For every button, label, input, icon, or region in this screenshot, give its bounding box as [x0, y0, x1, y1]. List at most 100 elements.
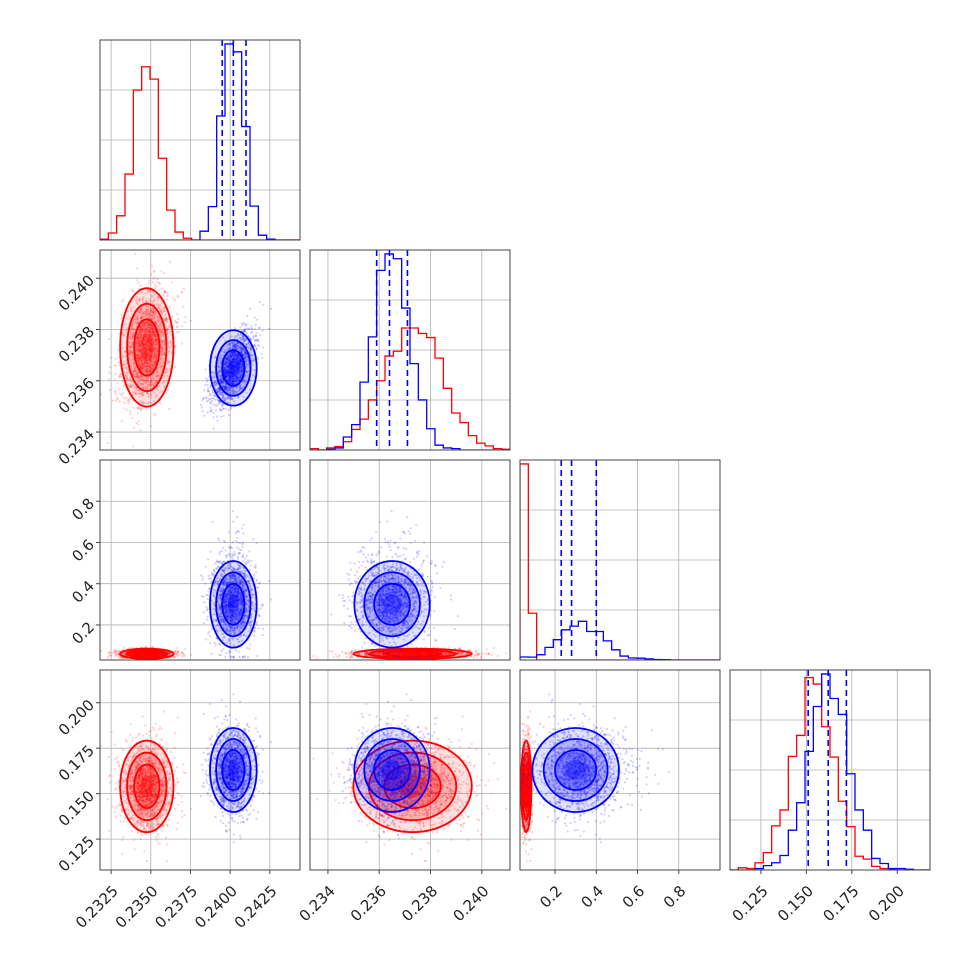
y-tick-label: 0.150	[55, 787, 98, 830]
scatter-series-0	[520, 710, 535, 863]
density-contour	[353, 727, 431, 813]
panel-content	[520, 670, 720, 870]
panel-frame	[309, 669, 511, 871]
density-contour	[383, 763, 442, 810]
histogram-panel-1	[309, 249, 511, 451]
histogram-panel-0	[99, 39, 301, 241]
density-contour	[383, 760, 402, 780]
density-contour	[133, 763, 161, 810]
y-tick-label: 0.125	[55, 832, 98, 875]
density-contour	[126, 302, 168, 393]
y-tick-label: 0.236	[55, 374, 98, 417]
scatter-series-1	[330, 510, 460, 659]
density-contour	[227, 594, 239, 615]
scatter-series-1	[521, 693, 670, 844]
density-contour	[524, 775, 528, 798]
density-contour	[373, 582, 411, 626]
scatter-panel-3-0: 0.1250.1500.1750.2000.23250.23500.23750.…	[55, 669, 301, 932]
x-tick-label: 0.2425	[231, 882, 281, 932]
histogram-panel-2	[519, 459, 721, 661]
x-tick-label: 0.2	[536, 882, 566, 912]
panel-frame	[519, 669, 721, 871]
panel-frame	[99, 39, 301, 241]
density-contour	[119, 739, 175, 834]
density-contour	[363, 571, 421, 638]
density-contour	[126, 751, 168, 822]
panel-frame	[309, 249, 511, 451]
density-contour	[227, 760, 239, 780]
panel-frame	[99, 249, 301, 451]
histogram-series-1	[520, 620, 720, 660]
panel-content	[100, 40, 300, 240]
panel-content	[100, 250, 300, 450]
panel-frame	[99, 669, 301, 871]
density-contour	[565, 760, 586, 780]
panel-content	[310, 250, 510, 450]
x-tick-label: 0.2350	[112, 882, 162, 932]
density-contour	[542, 738, 609, 802]
panel-content	[520, 460, 720, 660]
panel-content	[730, 670, 930, 870]
density-contour	[531, 727, 620, 813]
scatter-panel-3-2: 0.2 0.4 0.6 0.8	[519, 669, 721, 912]
density-contour	[215, 339, 252, 397]
x-tick-label: 0.238	[398, 882, 441, 925]
density-contour	[140, 652, 154, 656]
scatter-series-0	[312, 710, 508, 863]
y-tick-label: 0.2	[68, 618, 98, 648]
y-tick-label: 0.8	[68, 495, 98, 525]
density-contour	[398, 775, 427, 798]
y-tick-label: 0.200	[55, 696, 98, 739]
panel-frame	[99, 459, 301, 661]
y-tick-label: 0.6	[68, 536, 98, 566]
panel-content	[310, 670, 510, 870]
scatter-series-1	[199, 300, 273, 430]
density-contour	[383, 650, 442, 658]
density-contour	[554, 749, 598, 791]
x-tick-label: 0.234	[296, 882, 339, 925]
panels: 0.2340.2360.2380.2400.20.40.60.80.1250.1…	[55, 39, 931, 932]
x-tick-label: 0.2375	[151, 882, 201, 932]
density-contour	[522, 763, 530, 810]
scatter-series-1	[199, 693, 273, 844]
scatter-panel-2-0: 0.2 0.4 0.6 0.8	[68, 459, 301, 661]
density-contour	[227, 358, 239, 377]
panel-content	[100, 670, 300, 870]
density-contour	[140, 775, 154, 798]
histogram-series-1	[310, 253, 510, 450]
density-contour	[353, 560, 431, 649]
density-contour	[133, 650, 161, 658]
y-tick-label: 0.234	[55, 425, 98, 468]
histogram-series-0	[100, 66, 300, 240]
histogram-panel-3: 0.125 0.150 0.175 0.200	[729, 669, 931, 925]
density-contour	[373, 749, 411, 791]
density-contour	[352, 739, 473, 834]
x-tick-label: 0.240	[449, 882, 492, 925]
histogram-series-1	[100, 43, 300, 240]
histogram-series-0	[520, 463, 720, 660]
y-tick-label: 0.238	[55, 323, 98, 366]
scatter-series-1	[330, 693, 460, 844]
density-contour	[363, 738, 421, 802]
density-contour	[133, 318, 161, 377]
scatter-series-0	[100, 710, 193, 863]
y-tick-label: 0.4	[68, 577, 98, 607]
x-tick-label: 0.150	[774, 882, 817, 925]
density-contour	[215, 571, 252, 638]
density-contour	[221, 582, 246, 626]
panel-frame	[519, 459, 721, 661]
panel-frame	[309, 459, 511, 661]
density-contour	[221, 349, 246, 387]
density-contour	[140, 333, 154, 362]
density-contour	[119, 287, 175, 408]
x-tick-label: 0.2400	[191, 882, 241, 932]
density-contour	[398, 652, 427, 656]
x-tick-label: 0.6	[619, 882, 649, 912]
x-tick-label: 0.125	[729, 882, 772, 925]
scatter-panel-1-0: 0.234 0.236 0.238 0.240	[55, 249, 301, 468]
y-tick-label: 0.240	[55, 271, 98, 314]
panel-content	[100, 460, 300, 660]
panel-content	[310, 460, 510, 660]
x-tick-label: 0.236	[347, 882, 390, 925]
